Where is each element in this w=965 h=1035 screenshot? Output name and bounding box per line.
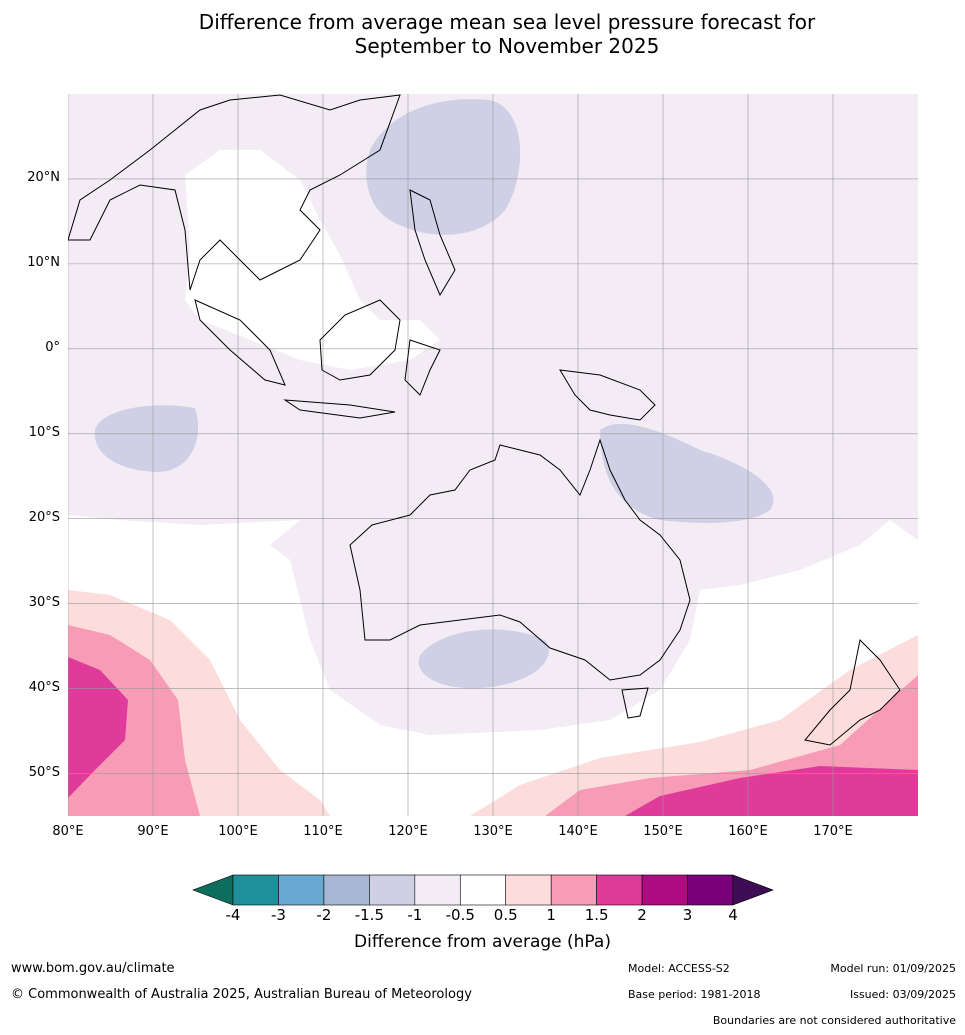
colorbar-extend-high — [732, 874, 774, 906]
colorbar-tick-label: -1.5 — [354, 906, 384, 924]
base-period-text: Base period: 1981-2018 — [628, 988, 761, 1001]
colorbar-tick-label: 2 — [637, 906, 647, 924]
colorbar-title: Difference from average (hPa) — [354, 932, 611, 952]
lon-label: 90°E — [137, 824, 169, 839]
borneo-coastline — [319, 299, 401, 381]
model-run-text: Model run: 01/09/2025 — [830, 962, 956, 975]
colorbar-tick-label: 1.5 — [584, 906, 609, 924]
anomaly-region-sw-1.5 — [68, 657, 128, 798]
tasmania-coastline — [621, 687, 649, 719]
map-title: Difference from average mean sea level p… — [0, 10, 965, 58]
colorbar-tick-label: 3 — [682, 906, 693, 924]
anomaly-region-north-pacific — [366, 99, 521, 235]
lon-label: 130°E — [473, 824, 513, 839]
anomaly-region-se-1.5 — [625, 766, 918, 816]
new-zealand-coastline — [804, 638, 901, 746]
lat-label: 10°S — [28, 424, 60, 440]
colorbar-tick-label: -0.5 — [445, 906, 475, 924]
lon-label: 80°E — [52, 824, 84, 839]
coastlines — [68, 94, 901, 746]
sumatra-coastline — [194, 299, 286, 386]
issued-text: Issued: 03/09/2025 — [849, 988, 956, 1001]
lat-label: 0° — [45, 339, 60, 355]
lon-label: 110°E — [303, 824, 343, 839]
colorbar-tick-label: 4 — [728, 906, 738, 924]
colorbar-swatch-8 — [596, 874, 643, 906]
australia-coastline — [349, 438, 691, 681]
website-link[interactable]: www.bom.gov.au/climate — [11, 961, 175, 976]
colorbar-swatch-2 — [323, 874, 370, 906]
anomaly-region-neutral-mainland — [185, 150, 440, 370]
anomaly-region-coral-sea — [600, 423, 774, 523]
colorbar-swatch-10 — [687, 874, 734, 906]
java-coastline — [283, 399, 396, 419]
lat-label: 50°S — [28, 764, 60, 780]
colorbar-tick-label: -4 — [225, 906, 241, 924]
title-line-2: September to November 2025 — [354, 34, 660, 58]
lat-label: 40°S — [28, 679, 60, 695]
graticule — [68, 94, 918, 816]
lat-label: 10°N — [27, 254, 60, 270]
philippines-coastline — [409, 189, 456, 297]
map-area — [68, 94, 918, 816]
anomaly-region-southern-australia — [418, 629, 549, 689]
lon-label: 100°E — [218, 824, 258, 839]
lon-label: 120°E — [388, 824, 428, 839]
lat-label: 20°S — [28, 509, 60, 525]
lon-label: 160°E — [728, 824, 768, 839]
colorbar-swatch-0 — [232, 874, 279, 906]
colorbar-tick-label: -2 — [316, 906, 332, 924]
colorbar-extend-low — [192, 874, 234, 906]
disclaimer-text: Boundaries are not considered authoritat… — [712, 1014, 956, 1027]
colorbar-swatch-7 — [550, 874, 597, 906]
lat-label: 30°S — [28, 594, 60, 610]
colorbar-swatch-6 — [505, 874, 552, 906]
sulawesi-coastline — [404, 339, 441, 396]
colorbar-swatch-4 — [414, 874, 461, 906]
colorbar-tick-label: -1 — [407, 906, 423, 924]
model-text: Model: ACCESS-S2 — [628, 962, 730, 975]
copyright-text: © Commonwealth of Australia 2025, Austra… — [11, 987, 472, 1002]
lat-label: 20°N — [27, 169, 60, 185]
colorbar-swatch-9 — [641, 874, 688, 906]
new-guinea-coastline — [559, 369, 656, 421]
colorbar-tick-label: 0.5 — [493, 906, 518, 924]
lon-label: 170°E — [813, 824, 853, 839]
lon-label: 140°E — [558, 824, 598, 839]
colorbar — [192, 874, 774, 906]
lon-label: 150°E — [643, 824, 683, 839]
colorbar-swatch-1 — [278, 874, 325, 906]
colorbar-swatch-5 — [459, 874, 507, 906]
asia-mainland-coastline — [68, 94, 401, 291]
title-line-1: Difference from average mean sea level p… — [198, 10, 816, 34]
colorbar-tick-label: -3 — [270, 906, 286, 924]
colorbar-tick-label: 1 — [546, 906, 556, 924]
colorbar-swatch-3 — [369, 874, 416, 906]
anomaly-region-indian-ocean — [94, 405, 199, 472]
